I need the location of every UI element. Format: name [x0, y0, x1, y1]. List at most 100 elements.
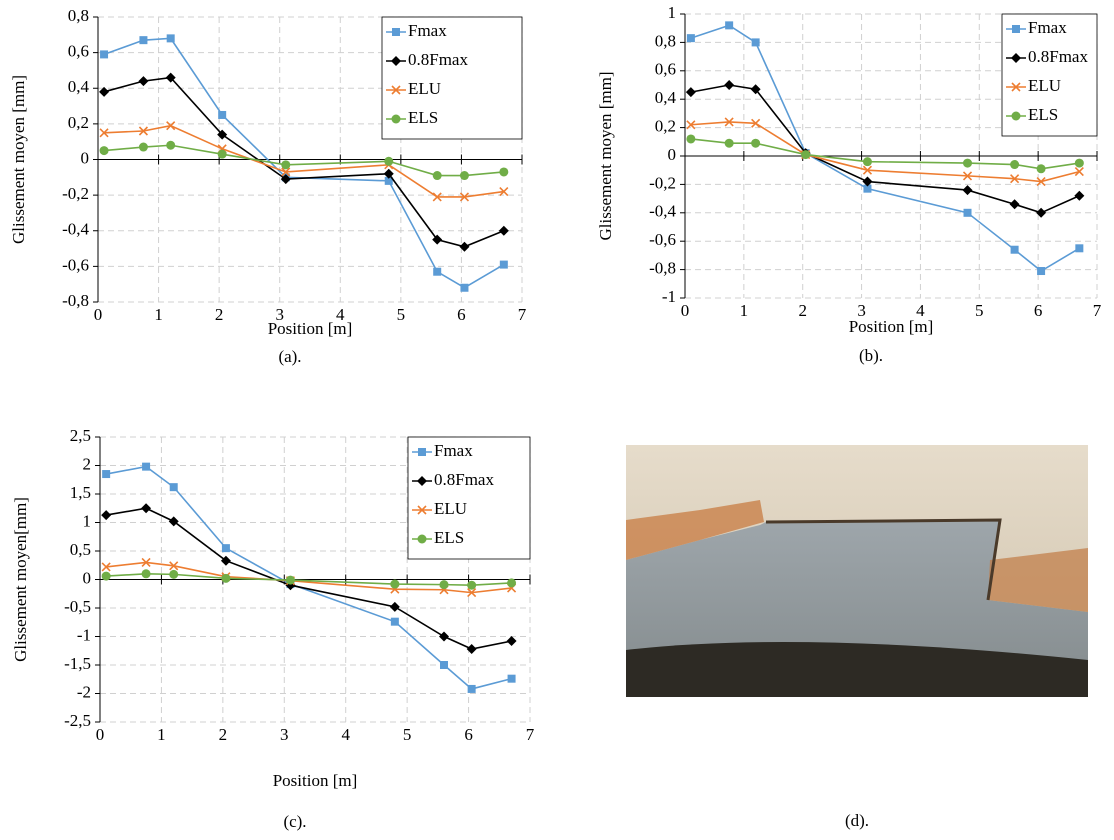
marker	[141, 557, 151, 567]
y-tick-label: 1	[668, 3, 677, 22]
marker	[101, 510, 112, 521]
marker	[217, 129, 228, 140]
y-tick-label: -2,5	[64, 711, 91, 730]
x-tick-label: 1	[154, 305, 163, 324]
marker	[467, 580, 477, 590]
marker	[166, 140, 176, 150]
marker	[507, 578, 517, 588]
marker	[169, 569, 179, 579]
x-tick-label: 6	[464, 725, 473, 744]
y-tick-label: 1	[83, 511, 92, 530]
chart: 0 1 2 3 4 5 6 7 -2,5 -2 -1,5 -1 -0,5 0 0,5 1 1,5 2 2,5 Posi…	[11, 426, 535, 831]
marker	[390, 617, 399, 626]
photo-stain	[988, 548, 1088, 612]
marker	[221, 544, 230, 553]
marker	[499, 260, 508, 269]
marker	[142, 462, 151, 471]
marker	[1036, 207, 1047, 218]
x-tick-label: 2	[798, 301, 807, 320]
marker	[218, 110, 227, 119]
legend: Fmax 0.8Fmax ELU ELS	[1001, 13, 1098, 137]
x-tick-label: 5	[403, 725, 412, 744]
marker	[141, 569, 151, 579]
x-tick-label: 4	[916, 301, 925, 320]
marker	[1074, 158, 1084, 168]
chart: 0 1 2 3 4 5 6 7 -1 -0,8 -0,6 -0,4 -0,2 0 0,2 0,4 0,6 0,8 1…	[596, 3, 1102, 365]
marker	[390, 579, 400, 589]
marker	[466, 644, 477, 655]
x-tick-label: 2	[219, 725, 228, 744]
x-tick-label: 1	[157, 725, 166, 744]
chart: 0 1 2 3 4 5 6 7 -0,8 -0,6 -0,4 -0,2 0 0,2 0,4 0,6 0,8 Pos…	[9, 6, 527, 366]
y-tick-label: -1,5	[64, 654, 91, 673]
y-axis-label: Glissement moyen [mm]	[596, 71, 615, 240]
y-tick-label: -0,6	[649, 230, 676, 249]
y-tick-label: 0,8	[655, 31, 676, 50]
y-tick-label: 0	[83, 568, 92, 587]
marker	[506, 636, 517, 647]
legend-label: Fmax	[434, 441, 473, 460]
marker	[391, 85, 401, 95]
marker	[751, 118, 761, 128]
marker	[101, 562, 111, 572]
photo-stain	[626, 500, 764, 560]
marker	[863, 184, 872, 193]
x-tick-label: 3	[280, 725, 289, 744]
marker	[1010, 160, 1020, 170]
marker	[432, 234, 443, 245]
legend-label: ELS	[1028, 105, 1058, 124]
x-tick-label: 5	[397, 305, 406, 324]
marker	[686, 134, 696, 144]
marker	[1075, 244, 1084, 253]
marker	[1037, 267, 1046, 276]
marker	[166, 34, 175, 43]
caption: (a).	[278, 347, 301, 366]
legend-label: 0.8Fmax	[408, 50, 468, 69]
marker	[432, 171, 442, 181]
y-tick-label: -0,8	[649, 259, 676, 278]
y-tick-label: -1	[662, 287, 676, 306]
marker	[100, 50, 109, 59]
x-tick-label: 4	[341, 725, 350, 744]
y-tick-label: 0,6	[68, 42, 89, 61]
legend-label: ELU	[434, 499, 467, 518]
marker	[862, 176, 873, 187]
y-tick-label: -0,4	[649, 202, 676, 221]
marker	[962, 171, 973, 181]
marker	[1036, 176, 1046, 187]
marker	[862, 157, 872, 167]
caption: (d).	[845, 811, 869, 830]
marker	[169, 483, 178, 492]
marker	[280, 174, 291, 185]
marker	[138, 142, 148, 152]
marker	[724, 117, 734, 127]
x-tick-label: 7	[1093, 301, 1102, 320]
y-tick-label: -2	[77, 682, 91, 701]
marker	[391, 56, 401, 66]
marker	[499, 167, 509, 177]
y-tick-label: 2	[83, 454, 92, 473]
marker	[499, 186, 509, 197]
marker	[459, 192, 470, 202]
marker	[138, 126, 148, 136]
photo-shadow	[626, 642, 1088, 697]
marker	[418, 448, 426, 456]
marker	[417, 505, 427, 515]
marker	[141, 503, 152, 514]
marker	[392, 28, 400, 36]
marker	[1074, 167, 1084, 177]
legend-label: Fmax	[408, 21, 447, 40]
marker	[1074, 190, 1085, 201]
x-tick-label: 0	[681, 301, 690, 320]
series-line	[690, 138, 1080, 170]
marker	[1011, 53, 1021, 63]
x-tick-label: 6	[1034, 301, 1043, 320]
marker	[1011, 111, 1021, 121]
marker	[467, 684, 476, 693]
y-tick-label: -0,6	[62, 255, 89, 274]
marker	[391, 114, 401, 124]
marker	[389, 601, 400, 612]
marker	[1009, 199, 1020, 210]
